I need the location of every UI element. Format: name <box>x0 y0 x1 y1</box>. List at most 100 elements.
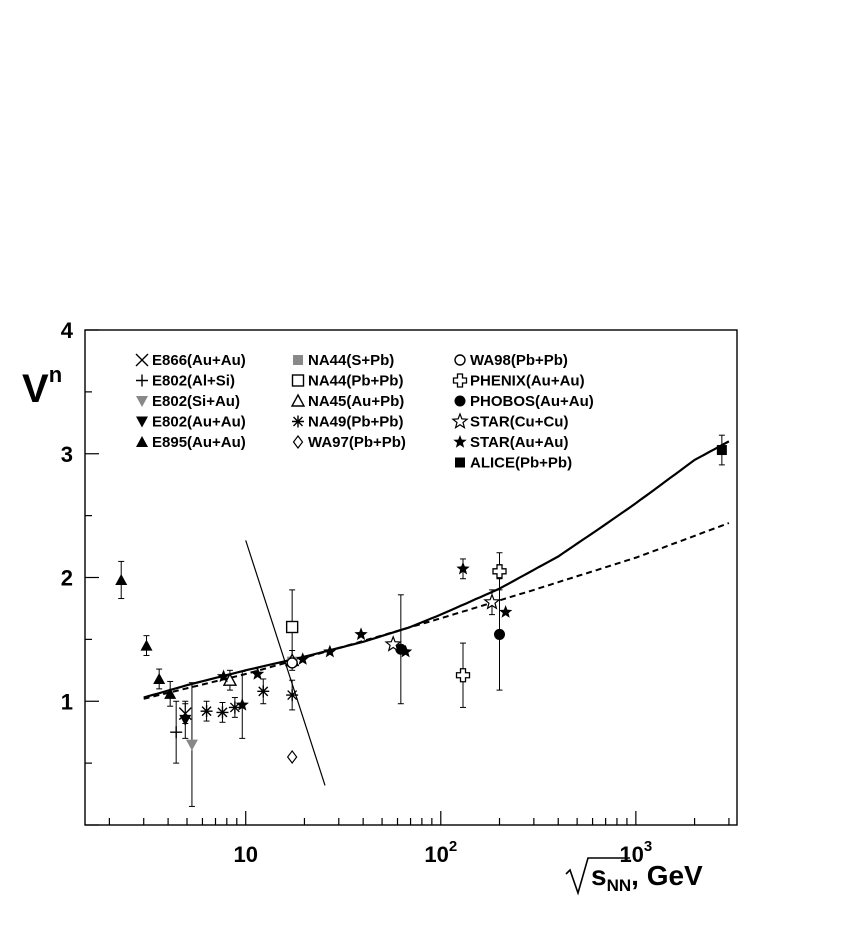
data-point-star-au-au <box>216 669 231 683</box>
x-tick-label-exponent: 2 <box>449 838 457 855</box>
legend-marker-star-cu-cu <box>451 412 469 429</box>
marker-alice-pb-pb <box>716 445 727 456</box>
data-point-na49-pb-pb <box>257 678 270 705</box>
legend-label-wa97-pb-pb: WA97(Pb+Pb) <box>308 434 406 451</box>
marker-star-au-au <box>216 669 231 683</box>
legend-label-e802-si-au: E802(Si+Au) <box>152 393 240 410</box>
marker-na44-pb-pb <box>285 620 299 634</box>
data-point-e895-au-au <box>115 560 128 600</box>
data-point-star-au-au <box>456 558 470 580</box>
x-tick-label-exponent: 3 <box>644 838 652 855</box>
legend-marker-star-au-au <box>453 435 467 448</box>
x-axis-title: sNN, GeV <box>565 857 703 896</box>
marker-star-au-au <box>235 698 249 711</box>
data-point-wa97-pb-pb <box>286 749 298 764</box>
legend-marker-na44-pb-pb <box>291 374 305 387</box>
marker-e802-al-si <box>170 726 183 739</box>
data-point-e802-si-au <box>185 682 198 807</box>
legend-label-phenix-au-au: PHENIX(Au+Au) <box>470 373 585 390</box>
legend-marker-e895-au-au <box>136 436 148 447</box>
data-point-e802-au-au <box>179 700 192 739</box>
sqrt-sign <box>565 857 630 896</box>
legend-item-e802-si-au: E802(Si+Au) <box>136 393 240 410</box>
legend-marker-e802-al-si <box>136 374 148 387</box>
data-point-star-au-au <box>250 667 265 680</box>
legend: E866(Au+Au) E802(Al+Si) E802(Si+Au) E802(Au… <box>135 352 594 472</box>
marker-e895-au-au <box>164 687 177 699</box>
x-tick-label-base: 10 <box>424 842 448 867</box>
legend-item-star-au-au: STAR(Au+Au) <box>453 434 568 451</box>
data-points <box>115 434 727 807</box>
data-point-star-au-au <box>354 627 368 641</box>
legend-marker-na44-s-pb <box>293 355 303 365</box>
legend-marker-e866-au-au <box>135 353 149 367</box>
data-point-e802-al-si <box>170 700 183 764</box>
legend-marker-phobos-au-au <box>454 395 466 407</box>
legend-label-na49-pb-pb: NA49(Pb+Pb) <box>308 414 403 431</box>
legend-label-e802-au-au: E802(Au+Au) <box>152 414 246 431</box>
y-axis-title: Vn <box>22 362 62 411</box>
curve-solid <box>143 440 730 699</box>
legend-marker-e802-si-au <box>136 396 148 407</box>
y-tick-label: 1 <box>61 689 73 714</box>
y-tick-label: 3 <box>61 442 73 467</box>
legend-marker-na49-pb-pb <box>292 415 304 428</box>
data-point-star-au-au <box>296 652 310 665</box>
legend-marker-e802-au-au <box>136 416 148 428</box>
legend-item-wa97-pb-pb: WA97(Pb+Pb) <box>292 434 406 451</box>
marker-phobos-au-au <box>494 628 506 640</box>
legend-item-e866-au-au: E866(Au+Au) <box>135 352 246 369</box>
marker-star-cu-cu <box>384 635 402 652</box>
x-tick-label-base: 10 <box>233 842 257 867</box>
marker-star-au-au <box>354 627 368 641</box>
legend-marker-wa97-pb-pb <box>292 435 304 449</box>
marker-wa97-pb-pb <box>286 749 298 764</box>
data-point-na49-pb-pb <box>286 679 299 711</box>
legend-label-wa98-pb-pb: WA98(Pb+Pb) <box>470 352 568 369</box>
x-axis-title-unit: , GeV <box>631 860 703 891</box>
legend-item-na45-au-pb: NA45(Au+Pb) <box>290 393 404 410</box>
data-point-star-au-au <box>323 644 337 658</box>
legend-item-na44-pb-pb: NA44(Pb+Pb) <box>291 373 403 390</box>
data-point-phenix-au-au <box>455 642 471 708</box>
marker-na49-pb-pb <box>200 705 213 718</box>
data-point-na49-pb-pb <box>228 697 241 718</box>
marker-star-cu-cu <box>483 593 501 610</box>
legend-marker-na45-au-pb <box>290 393 306 407</box>
x-tick-label-base: 10 <box>619 842 643 867</box>
marker-star-au-au <box>499 605 513 618</box>
marker-phenix-au-au <box>492 564 507 579</box>
marker-e895-au-au <box>140 639 153 651</box>
marker-wa98-pb-pb <box>286 657 298 669</box>
legend-item-na44-s-pb: NA44(S+Pb) <box>293 352 394 369</box>
curves <box>143 440 730 786</box>
marker-na49-pb-pb <box>216 706 229 719</box>
marker-star-au-au <box>398 644 413 658</box>
data-point-star-cu-cu <box>483 589 501 616</box>
x-axis-title-s: s <box>591 860 607 891</box>
legend-item-na49-pb-pb: NA49(Pb+Pb) <box>292 414 403 431</box>
x-axis-title-subscript: NN <box>607 876 632 895</box>
marker-na49-pb-pb <box>257 685 270 698</box>
marker-na49-pb-pb <box>286 689 299 702</box>
legend-label-alice-pb-pb: ALICE(Pb+Pb) <box>470 455 572 472</box>
legend-item-wa98-pb-pb: WA98(Pb+Pb) <box>454 352 568 369</box>
data-point-star-cu-cu <box>384 635 402 652</box>
legend-label-e802-al-si: E802(Al+Si) <box>152 373 235 390</box>
x-axis-title-sqrt-var: sNN, GeV <box>591 860 703 895</box>
legend-item-e802-al-si: E802(Al+Si) <box>136 373 235 390</box>
legend-marker-alice-pb-pb <box>455 457 465 468</box>
legend-label-star-cu-cu: STAR(Cu+Cu) <box>470 414 568 431</box>
marker-star-au-au <box>456 561 470 575</box>
data-point-star-au-au <box>398 644 413 658</box>
marker-e895-au-au <box>153 672 166 684</box>
data-point-alice-pb-pb <box>716 434 727 466</box>
marker-star-au-au <box>296 652 310 665</box>
legend-item-phenix-au-au: PHENIX(Au+Au) <box>452 373 585 390</box>
legend-label-e895-au-au: E895(Au+Au) <box>152 434 246 451</box>
legend-label-e866-au-au: E866(Au+Au) <box>152 352 246 369</box>
legend-label-na45-au-pb: NA45(Au+Pb) <box>308 393 404 410</box>
data-point-na49-pb-pb <box>216 701 229 723</box>
data-point-na49-pb-pb <box>200 700 213 722</box>
